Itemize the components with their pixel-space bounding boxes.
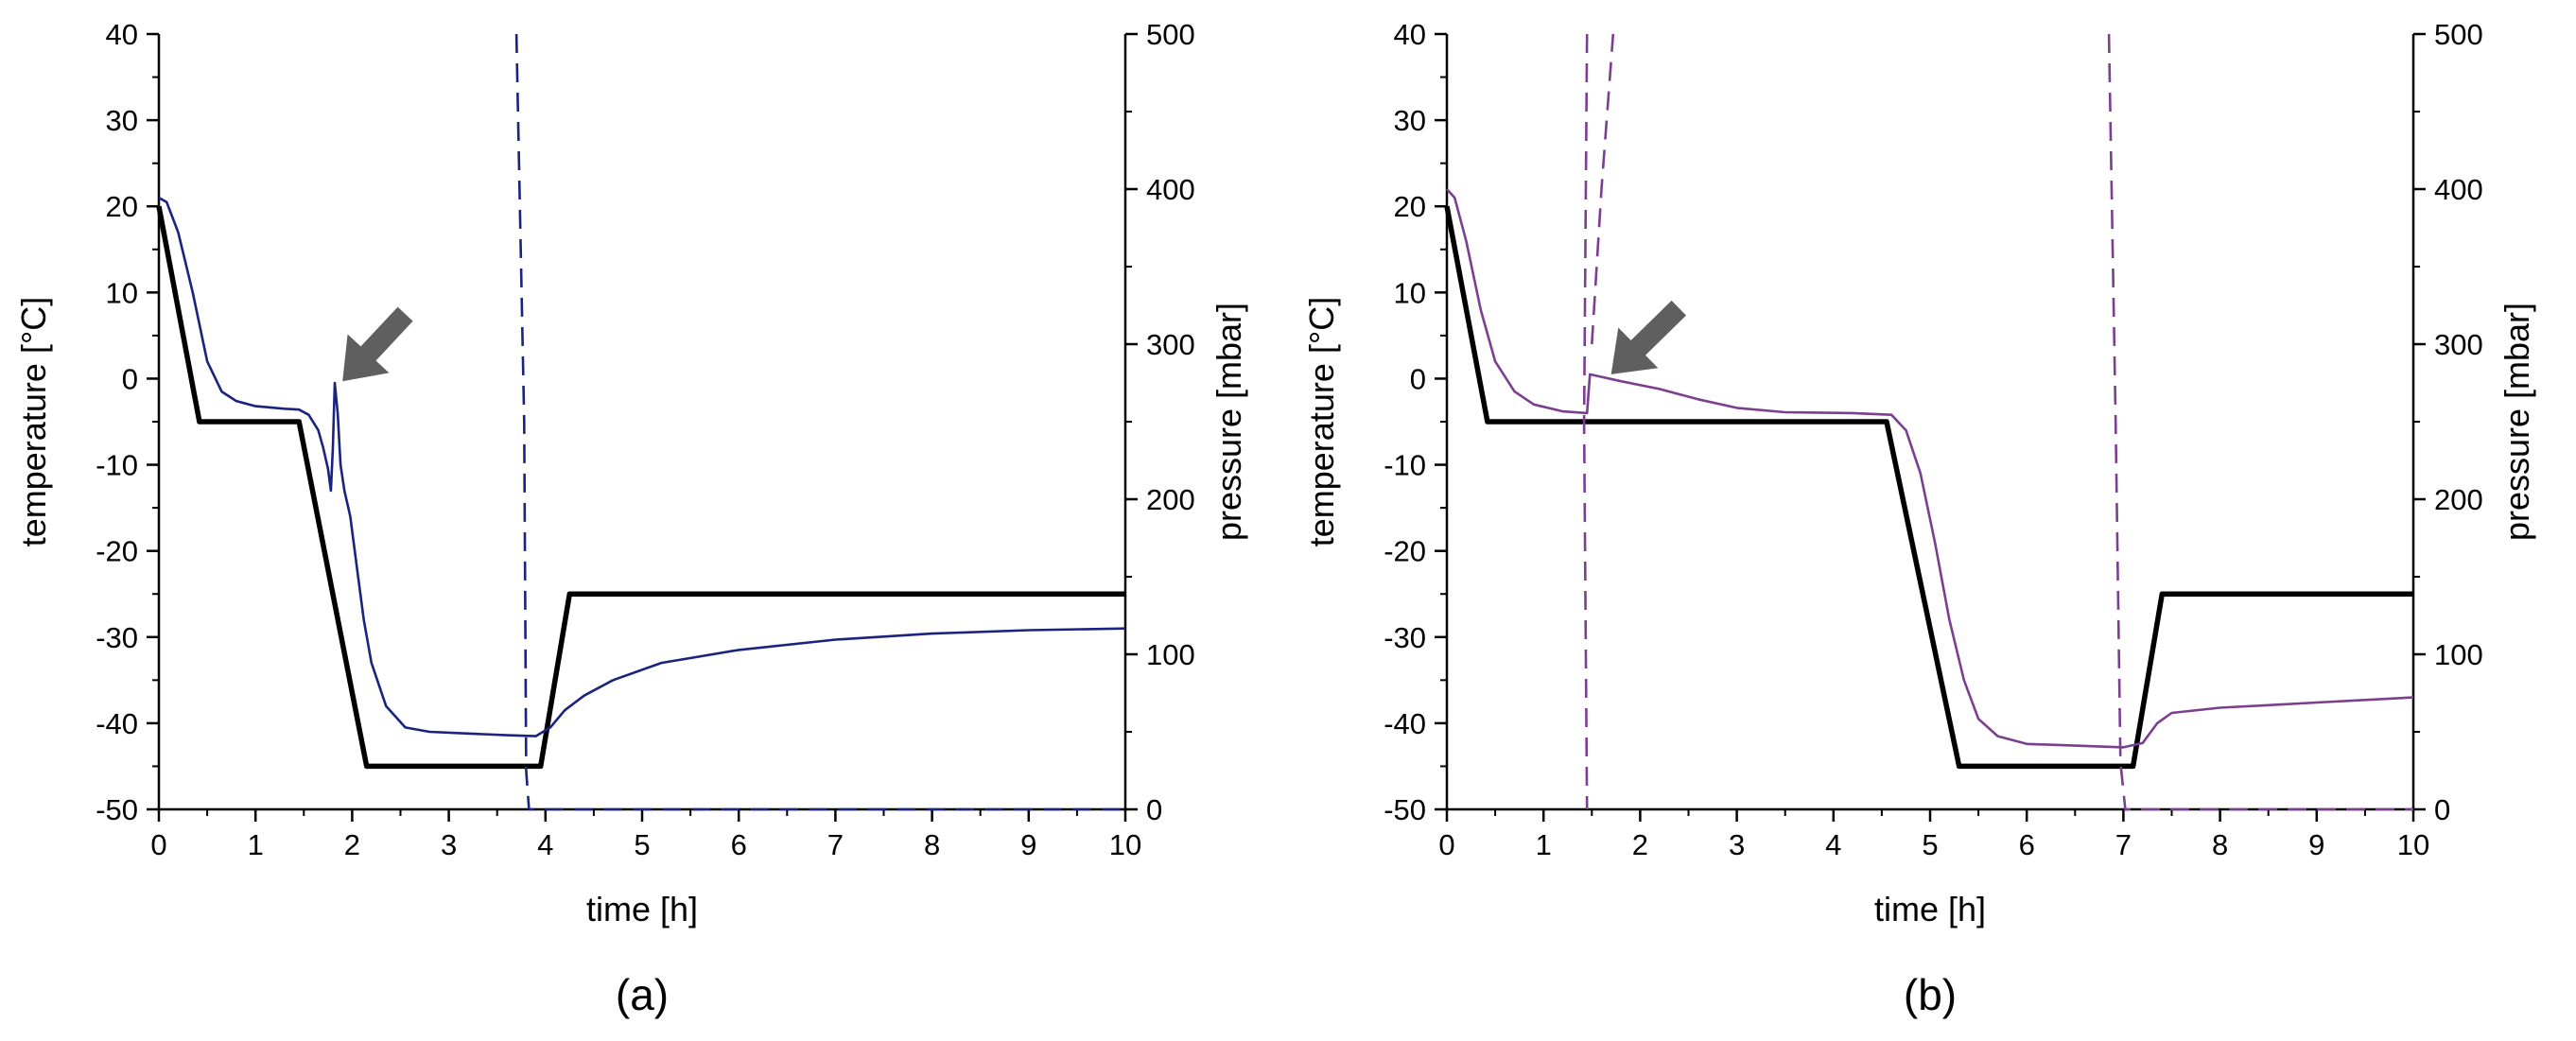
y-tick-label: -50 bbox=[96, 793, 138, 826]
setpoint-line-0 bbox=[156, 205, 1125, 770]
y2-tick-label: 500 bbox=[2434, 18, 2483, 51]
x-tick-label: 1 bbox=[1536, 828, 1552, 861]
y-tick-label: -50 bbox=[1384, 793, 1426, 826]
x-tick-label: 10 bbox=[1109, 828, 1141, 861]
y2-tick-label: 200 bbox=[1146, 483, 1195, 516]
x-tick-label: 3 bbox=[1729, 828, 1745, 861]
y-tick-label: -40 bbox=[96, 707, 138, 740]
chart-panel-a: 0 1 2 3 4 5 6 7 8 9 10-50-40-30-20-100102030400100… bbox=[14, 18, 1248, 1019]
x-tick-label: 0 bbox=[1438, 828, 1454, 861]
x-tick-label: 10 bbox=[2397, 828, 2429, 861]
x-tick-label: 4 bbox=[1825, 828, 1841, 861]
x-tick-label: 1 bbox=[248, 828, 264, 861]
y-tick-label: -20 bbox=[1384, 535, 1426, 568]
y2-tick-label: 300 bbox=[2434, 328, 2483, 361]
y-tick-label: 40 bbox=[106, 18, 138, 51]
y-tick-label: 30 bbox=[106, 104, 138, 137]
x-tick-label: 2 bbox=[344, 828, 360, 861]
x-tick-label: 3 bbox=[441, 828, 457, 861]
x-tick-label: 7 bbox=[2115, 828, 2132, 861]
y2-tick-label: 0 bbox=[2434, 793, 2450, 826]
y2-tick-label: 300 bbox=[1146, 328, 1195, 361]
pressure-line-2 bbox=[514, 33, 1125, 811]
y2-tick-label: 400 bbox=[2434, 173, 2483, 206]
x-tick-label: 9 bbox=[2308, 828, 2324, 861]
x-tick-label: 8 bbox=[2212, 828, 2228, 861]
x-tick-label: 4 bbox=[537, 828, 553, 861]
x-tick-label: 8 bbox=[924, 828, 940, 861]
y-tick-label: -30 bbox=[96, 621, 138, 654]
y2-tick-label: 100 bbox=[2434, 638, 2483, 671]
y2-axis-label: pressure [mbar] bbox=[2498, 303, 2536, 541]
temperature-line-1 bbox=[1446, 188, 2414, 749]
y2-axis-label: pressure [mbar] bbox=[1210, 303, 1248, 541]
pressure-line-4 bbox=[2107, 33, 2413, 811]
y-tick-label: -40 bbox=[1384, 707, 1426, 740]
y-tick-label: 40 bbox=[1394, 18, 1426, 51]
y2-tick-label: 400 bbox=[1146, 173, 1195, 206]
y-axis-label: temperature [°C] bbox=[14, 297, 53, 547]
x-tick-label: 2 bbox=[1632, 828, 1648, 861]
pressure-line-3 bbox=[1591, 33, 1615, 345]
panel-label: (a) bbox=[616, 970, 669, 1019]
x-tick-label: 6 bbox=[2019, 828, 2035, 861]
x-tick-label: 7 bbox=[827, 828, 844, 861]
y-tick-label: -20 bbox=[96, 535, 138, 568]
y2-tick-label: 500 bbox=[1146, 18, 1195, 51]
arrow-icon bbox=[1610, 300, 1686, 374]
y-tick-label: -10 bbox=[96, 449, 138, 482]
setpoint-line-0 bbox=[1444, 205, 2413, 770]
y-tick-label: -10 bbox=[1384, 449, 1426, 482]
y-tick-label: 20 bbox=[106, 190, 138, 223]
x-tick-label: 6 bbox=[731, 828, 747, 861]
y-tick-label: 0 bbox=[122, 362, 138, 395]
y2-tick-label: 100 bbox=[1146, 638, 1195, 671]
panel-label: (b) bbox=[1904, 970, 1957, 1019]
x-tick-label: 9 bbox=[1020, 828, 1036, 861]
y-axis-label: temperature [°C] bbox=[1302, 297, 1341, 547]
temperature-line-1 bbox=[158, 196, 1126, 737]
x-tick-label: 5 bbox=[1922, 828, 1938, 861]
y-tick-label: 10 bbox=[106, 276, 138, 309]
x-axis-label: time [h] bbox=[1874, 890, 1986, 928]
x-axis-label: time [h] bbox=[586, 890, 698, 928]
y-tick-label: 30 bbox=[1394, 104, 1426, 137]
y-tick-label: 10 bbox=[1394, 276, 1426, 309]
y2-tick-label: 200 bbox=[2434, 483, 2483, 516]
x-tick-label: 5 bbox=[634, 828, 650, 861]
y-tick-label: 20 bbox=[1394, 190, 1426, 223]
x-tick-label: 0 bbox=[150, 828, 166, 861]
y2-tick-label: 0 bbox=[1146, 793, 1162, 826]
chart-panel-b: 0 1 2 3 4 5 6 7 8 9 10-50-40-30-20-100102030400100… bbox=[1302, 18, 2536, 1019]
pressure-line-2 bbox=[1582, 33, 1589, 810]
y-tick-label: -30 bbox=[1384, 621, 1426, 654]
arrow-icon bbox=[342, 306, 413, 382]
y-tick-label: 0 bbox=[1410, 362, 1426, 395]
